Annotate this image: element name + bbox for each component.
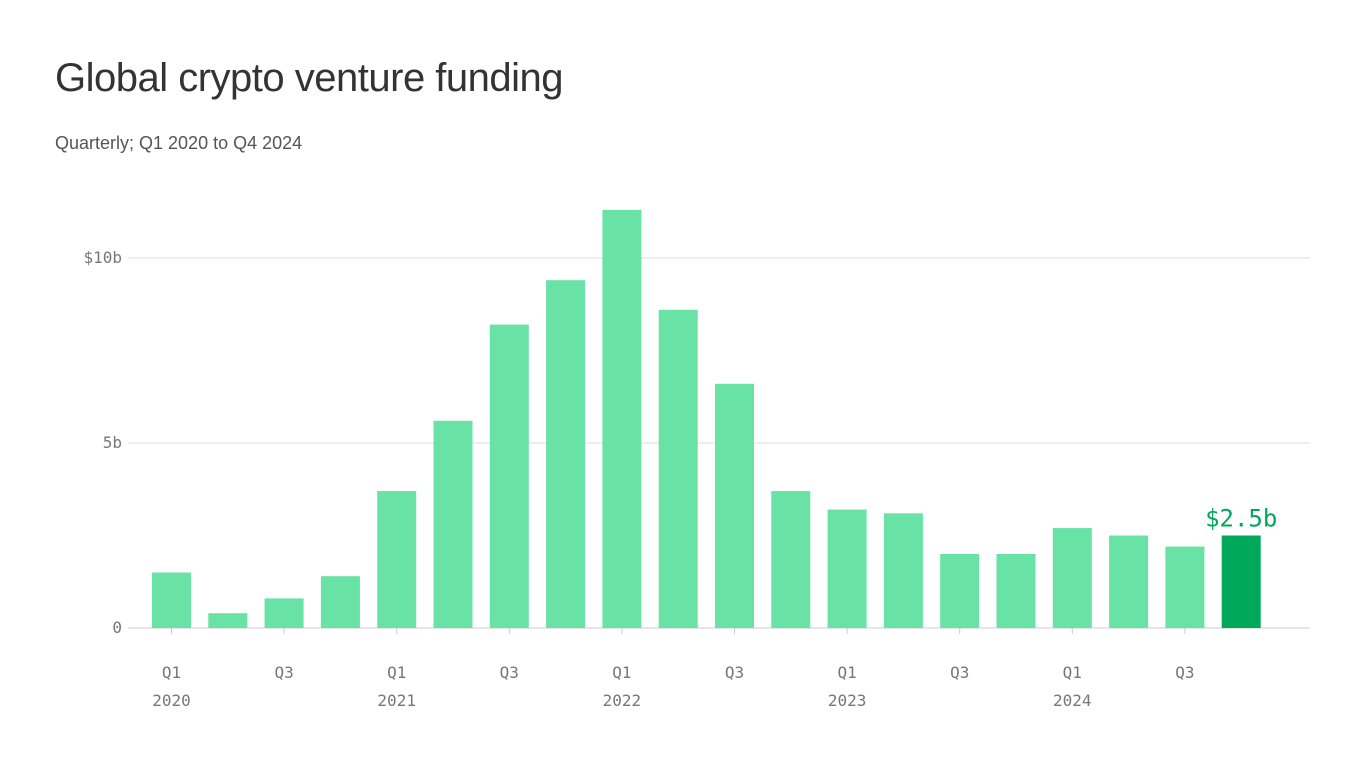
bar-q3-2024 xyxy=(1165,546,1205,628)
x-tick-label: Q3 xyxy=(500,663,519,682)
x-tick-label: Q3 xyxy=(725,663,744,682)
data-label: $2.5b xyxy=(1205,505,1277,533)
x-tick-label: Q3 xyxy=(1175,663,1194,682)
x-tick-year: 2020 xyxy=(152,691,191,710)
bar-q2-2020 xyxy=(208,613,248,628)
bar-q4-2023 xyxy=(996,554,1036,628)
x-tick-year: 2024 xyxy=(1053,691,1092,710)
bar-q2-2023 xyxy=(883,513,923,628)
x-tick-year: 2023 xyxy=(828,691,867,710)
x-tick-label: Q1 xyxy=(837,663,856,682)
bar-q1-2020 xyxy=(152,572,191,628)
chart-subtitle: Quarterly; Q1 2020 to Q4 2024 xyxy=(55,133,303,153)
bar-q2-2022 xyxy=(658,309,698,628)
x-tick-year: 2022 xyxy=(603,691,642,710)
x-tick-label: Q3 xyxy=(950,663,969,682)
x-tick-label: Q1 xyxy=(162,663,181,682)
bar-q3-2022 xyxy=(715,383,754,628)
bar-q3-2021 xyxy=(489,324,529,628)
bar-q2-2021 xyxy=(433,420,473,628)
chart-title: Global crypto venture funding xyxy=(55,56,564,100)
bar-q4-2024 xyxy=(1221,535,1261,628)
x-tick-label: Q1 xyxy=(1063,663,1082,682)
bar-q4-2021 xyxy=(546,280,586,628)
bar-q1-2023 xyxy=(827,509,867,628)
bar-q2-2024 xyxy=(1109,535,1149,628)
bar-q1-2022 xyxy=(602,209,642,628)
x-tick-label: Q3 xyxy=(274,663,293,682)
x-tick-year: 2021 xyxy=(377,691,416,710)
bar-q1-2024 xyxy=(1052,528,1092,628)
bar-q4-2022 xyxy=(771,491,811,628)
bar-q1-2021 xyxy=(377,491,417,628)
bar-q3-2023 xyxy=(940,554,980,628)
x-tick-label: Q1 xyxy=(612,663,631,682)
bar-q4-2020 xyxy=(320,576,360,628)
x-tick-label: Q1 xyxy=(387,663,406,682)
y-tick-label: $10b xyxy=(83,248,122,267)
y-tick-label: 0 xyxy=(112,618,122,637)
y-tick-label: 5b xyxy=(103,433,122,452)
bar-q3-2020 xyxy=(264,598,304,628)
